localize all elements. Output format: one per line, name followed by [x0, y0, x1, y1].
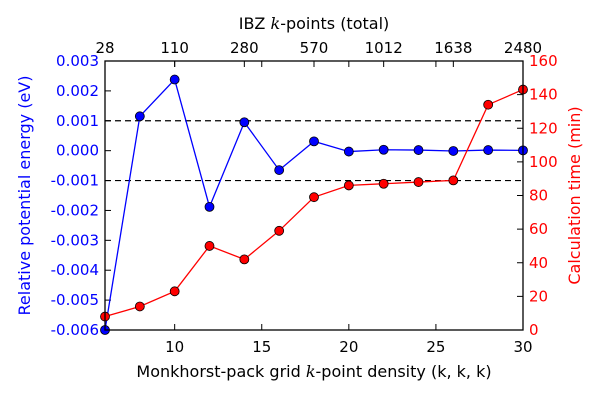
top-axis-title: IBZ k-points (total): [239, 14, 390, 33]
top-tick-label: 280: [230, 39, 259, 57]
top-tick-label: 110: [160, 39, 189, 57]
y-tick-label: -0.006: [51, 321, 99, 339]
data-point-left: [309, 136, 319, 147]
plot-frame: [104, 60, 524, 331]
y2-tick-label: 60: [529, 220, 548, 238]
top-tick-label: 1638: [434, 39, 472, 57]
y2-tick-label: 20: [529, 287, 548, 305]
data-point-right: [204, 241, 215, 251]
x-tick-label: 30: [513, 338, 532, 356]
x-tick-label: 20: [339, 338, 358, 356]
y-tick-label: -0.001: [51, 172, 99, 190]
y-tick-label: -0.005: [51, 291, 99, 309]
data-point-right: [169, 286, 180, 297]
data-point-left: [343, 146, 354, 157]
series-line-left: [104, 78, 524, 331]
data-point-right: [413, 177, 424, 187]
y2-tick-label: 0: [529, 321, 539, 339]
x-tick-label: 25: [426, 338, 445, 356]
data-point-right: [134, 301, 145, 312]
x-tick-label: 15: [252, 338, 271, 356]
y2-tick-label: 100: [529, 153, 558, 171]
y2-tick-label: 40: [529, 254, 548, 272]
data-point-left: [134, 111, 145, 122]
data-point-left: [448, 146, 459, 156]
data-point-right: [343, 180, 354, 191]
y-tick-label: -0.003: [51, 231, 99, 249]
y-axis-title: Relative potential energy (eV): [15, 76, 34, 316]
data-point-right: [309, 192, 319, 203]
data-point-right: [483, 99, 494, 110]
y-tick-label: 0.002: [56, 82, 99, 100]
x-axis-title: Monkhorst-pack grid k-point density (k, …: [136, 362, 491, 381]
data-point-left: [483, 145, 494, 155]
y-tick-label: 0.001: [56, 112, 99, 130]
series-line-right: [104, 88, 524, 318]
y-tick-label: 0.003: [56, 52, 99, 70]
top-tick-label: 570: [300, 39, 329, 57]
y2-tick-label: 140: [529, 86, 558, 104]
x-tick-label: 10: [165, 338, 184, 356]
y2-tick-label: 80: [529, 187, 548, 205]
data-point-left: [274, 165, 285, 175]
top-tick-label: 2480: [504, 39, 542, 57]
y-tick-label: -0.002: [51, 201, 99, 219]
data-point-left: [413, 145, 424, 155]
y2-axis-title: Calculation time (min): [565, 106, 584, 284]
data-point-left: [378, 144, 389, 155]
data-point-left: [204, 201, 215, 212]
y-tick-label: 0.000: [56, 142, 99, 160]
data-point-right: [448, 175, 459, 186]
data-point-right: [378, 178, 389, 189]
top-tick-label: 1012: [365, 39, 403, 57]
y-tick-label: -0.004: [51, 261, 99, 279]
y2-tick-label: 120: [529, 119, 558, 137]
data-point-right: [239, 254, 250, 265]
data-point-left: [169, 74, 180, 85]
data-point-left: [239, 117, 250, 128]
y2-tick-label: 160: [529, 52, 558, 70]
data-point-right: [274, 225, 285, 236]
top-tick-label: 28: [95, 39, 114, 57]
